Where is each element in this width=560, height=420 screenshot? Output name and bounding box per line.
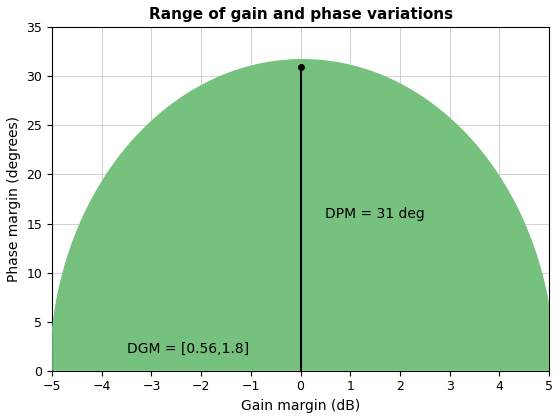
Polygon shape xyxy=(52,60,549,371)
Text: DGM = [0.56,1.8]: DGM = [0.56,1.8] xyxy=(127,342,249,356)
Text: DPM = 31 deg: DPM = 31 deg xyxy=(325,207,425,221)
Title: Range of gain and phase variations: Range of gain and phase variations xyxy=(148,7,452,22)
X-axis label: Gain margin (dB): Gain margin (dB) xyxy=(241,399,360,413)
Y-axis label: Phase margin (degrees): Phase margin (degrees) xyxy=(7,116,21,282)
